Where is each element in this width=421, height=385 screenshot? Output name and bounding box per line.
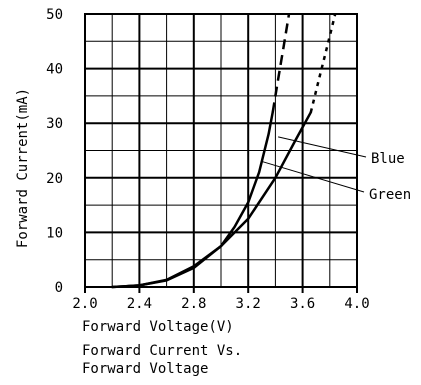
x-axis-title: Forward Voltage(V) xyxy=(82,319,234,335)
x-tick-label: 2.0 xyxy=(72,296,97,312)
chart-caption-line-1: Forward Current Vs. xyxy=(82,343,242,359)
y-tick-label: 0 xyxy=(55,280,63,296)
y-tick-label: 50 xyxy=(46,7,63,23)
green-series-line xyxy=(110,111,313,289)
green-legend-label: Green xyxy=(369,187,411,203)
y-tick-label: 30 xyxy=(46,116,63,132)
green-series-extrapolation xyxy=(309,13,337,113)
green-legend-leader xyxy=(261,160,365,193)
series-lines xyxy=(110,13,337,289)
y-tick-label: 10 xyxy=(46,225,63,241)
x-tick-label: 3.2 xyxy=(236,296,261,312)
tick-labels: 2.0 2.4 2.8 3.2 3.6 4.0 0 10 20 30 40 50 xyxy=(46,7,370,312)
chart-caption-line-2: Forward Voltage xyxy=(82,361,208,377)
blue-legend-label: Blue xyxy=(371,151,405,167)
x-tick-label: 2.8 xyxy=(181,296,206,312)
x-tick-label: 4.0 xyxy=(344,296,369,312)
plot-frame xyxy=(84,13,358,288)
y-axis-title: Forward Current(mA) xyxy=(15,88,31,248)
y-tick-label: 20 xyxy=(46,171,63,187)
y-tick-label: 40 xyxy=(46,62,63,78)
x-tick-label: 3.6 xyxy=(290,296,315,312)
axes xyxy=(84,13,358,293)
blue-series-extrapolation xyxy=(271,13,291,113)
legend-callouts: Blue Green xyxy=(261,136,411,203)
blue-legend-leader xyxy=(278,136,367,158)
x-tick-label: 2.4 xyxy=(127,296,152,312)
